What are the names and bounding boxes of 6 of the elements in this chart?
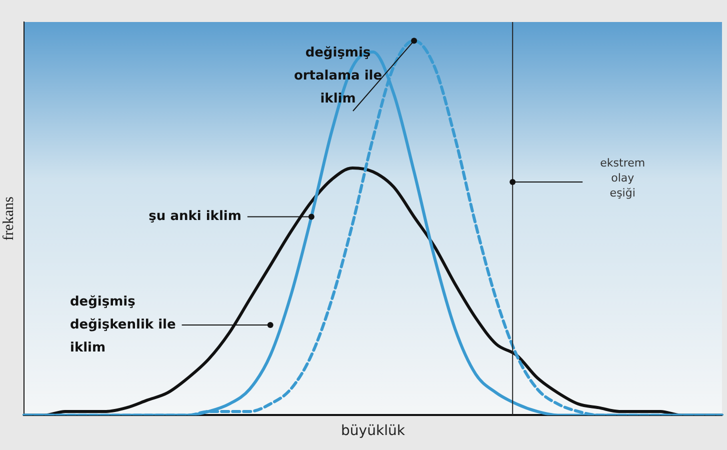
- annotation: ekstrem olay eşiği: [600, 156, 646, 200]
- legend-label: şu anki iklim: [148, 209, 242, 224]
- x-axis-title: büyüklük: [341, 423, 406, 440]
- series-label: değişmiş ortalama ile iklim: [294, 45, 382, 106]
- series-label: değişmiş değişkenlik ile iklim: [70, 294, 176, 356]
- y-axis-title: frekans: [0, 196, 17, 241]
